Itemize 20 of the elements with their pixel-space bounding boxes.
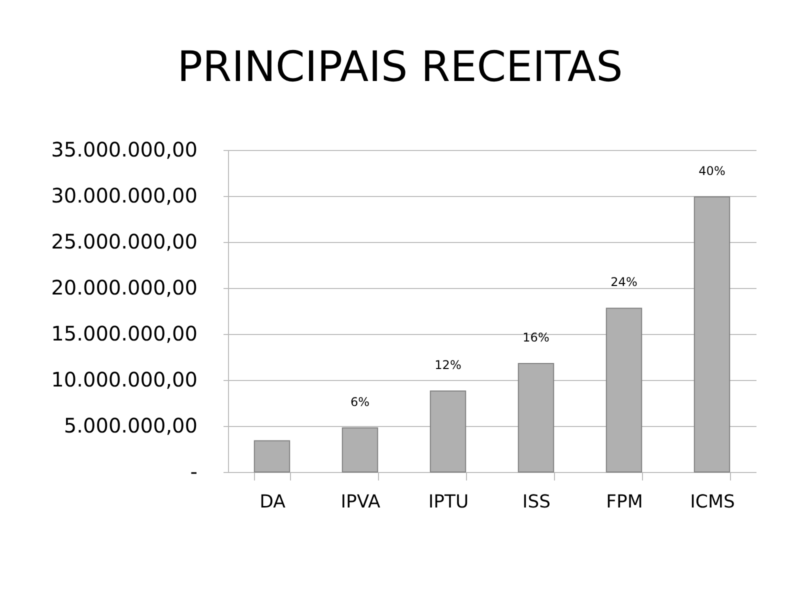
chart-title: PRINCIPAIS RECEITAS (177, 42, 623, 91)
y-tick-label: 35.000.000,00 (51, 138, 198, 162)
x-tick-label: DA (260, 492, 286, 512)
annotation: 16% (522, 330, 550, 344)
y-tick-label: 30.000.000,00 (51, 184, 198, 208)
annotation: 40% (698, 164, 726, 178)
annotation: 12% (434, 358, 462, 372)
y-tick-label: - (190, 460, 198, 484)
y-tick-label: 5.000.000,00 (64, 414, 198, 438)
annotation: 24% (610, 275, 638, 290)
x-tick-label: ISS (522, 492, 551, 512)
y-tick-label: 25.000.000,00 (51, 230, 198, 254)
y-tick-label: 15.000.000,00 (51, 322, 198, 346)
annotation: 6% (350, 394, 370, 409)
y-tick-label: 10.000.000,00 (51, 368, 198, 392)
x-tick-label: ICMS (690, 492, 735, 512)
x-tick-label: IPTU (428, 492, 469, 512)
x-tick-label: FPM (606, 492, 643, 512)
y-tick-label: 20.000.000,00 (51, 276, 198, 300)
x-tick-label: IPVA (340, 492, 382, 512)
